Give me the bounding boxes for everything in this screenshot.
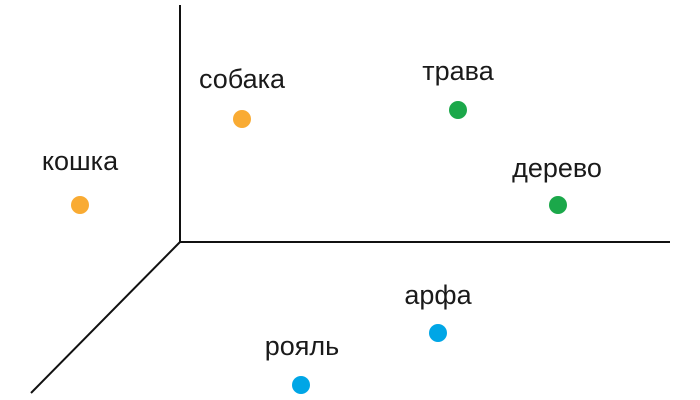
point-marker <box>549 196 567 214</box>
word-label: трава <box>422 56 494 86</box>
point-marker <box>292 376 310 394</box>
z-axis <box>30 241 181 394</box>
axes <box>30 5 670 394</box>
word-label: арфа <box>404 280 472 310</box>
point-marker <box>233 110 251 128</box>
point-marker <box>429 324 447 342</box>
word-point-sobaka: собака <box>199 64 286 128</box>
word-label: кошка <box>42 146 119 176</box>
point-marker <box>449 101 467 119</box>
point-marker <box>71 196 89 214</box>
word-label: дерево <box>512 153 602 183</box>
word-point-trava: трава <box>422 56 495 119</box>
word-point-arfa: арфа <box>404 280 473 342</box>
word-point-koshka: кошка <box>42 146 119 214</box>
word-label: собака <box>199 64 286 94</box>
word-point-royal: рояль <box>265 331 339 394</box>
word-point-derevo: дерево <box>512 153 602 214</box>
word-label: рояль <box>265 331 339 361</box>
